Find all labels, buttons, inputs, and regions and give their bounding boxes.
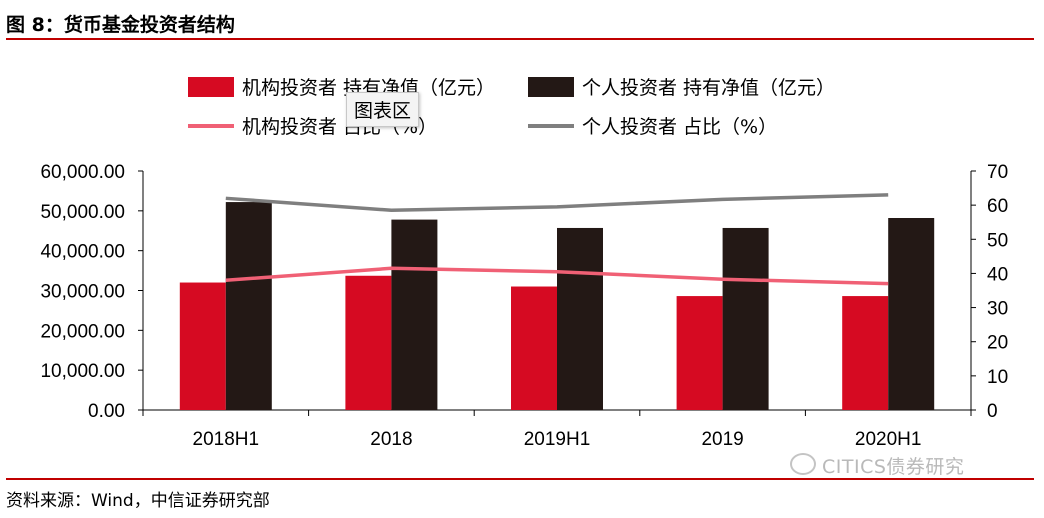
bar-institutional-value bbox=[511, 286, 557, 410]
left-axis-tick-label: 40,000.00 bbox=[40, 242, 125, 263]
bar-institutional-value bbox=[345, 275, 392, 410]
wechat-icon bbox=[790, 453, 816, 475]
bottom-divider bbox=[6, 478, 1034, 480]
left-axis-tick-label: 10,000.00 bbox=[40, 361, 125, 382]
top-divider bbox=[6, 38, 1034, 40]
legend-item-institutional-value: 机构投资者 持有净值（亿元） bbox=[188, 73, 495, 100]
source-note: 资料来源：Wind，中信证券研究部 bbox=[6, 491, 270, 511]
bar-individual-value bbox=[225, 202, 272, 410]
bar-institutional-value bbox=[676, 296, 723, 410]
legend-item-individual-share: 个人投资者 占比（%） bbox=[528, 112, 777, 139]
right-axis-tick-label: 10 bbox=[987, 367, 1008, 388]
legend-label-individual-value: 个人投资者 持有净值（亿元） bbox=[582, 77, 836, 99]
left-axis-tick-label: 30,000.00 bbox=[40, 282, 125, 303]
right-axis-tick-label: 50 bbox=[987, 230, 1008, 251]
legend-item-individual-value: 个人投资者 持有净值（亿元） bbox=[528, 73, 835, 100]
bar-institutional-value bbox=[179, 282, 226, 410]
legend-label-individual-share: 个人投资者 占比（%） bbox=[582, 116, 778, 138]
right-axis-tick-label: 70 bbox=[987, 162, 1008, 183]
right-axis-tick-label: 40 bbox=[987, 264, 1008, 285]
bar-individual-value bbox=[391, 219, 438, 410]
legend-swatch-institutional-value bbox=[188, 77, 234, 97]
left-axis-tick-label: 20,000.00 bbox=[40, 321, 125, 342]
x-axis-tick-label: 2018 bbox=[370, 429, 412, 450]
bar-individual-value bbox=[557, 227, 603, 410]
legend-swatch-institutional-share bbox=[188, 124, 234, 128]
line-institutional-share bbox=[225, 266, 889, 286]
legend-label-institutional-value: 机构投资者 持有净值（亿元） bbox=[242, 77, 496, 99]
legend-swatch-individual-share bbox=[528, 124, 574, 128]
watermark-label: CITICS债券研究 bbox=[822, 456, 965, 478]
right-axis-tick-label: 20 bbox=[987, 333, 1008, 354]
chart-area-tooltip: 图表区 bbox=[346, 92, 420, 127]
left-axis-tick-label: 0.00 bbox=[88, 401, 125, 422]
bar-institutional-value bbox=[842, 296, 889, 410]
left-axis-tick-label: 50,000.00 bbox=[40, 202, 125, 223]
x-axis-tick-label: 2018H1 bbox=[193, 429, 260, 450]
left-axis-tick-label: 60,000.00 bbox=[40, 162, 125, 183]
x-axis-tick-label: 2020H1 bbox=[855, 429, 922, 450]
line-individual-share bbox=[225, 193, 889, 213]
figure-title: 图 8：货币基金投资者结构 bbox=[6, 14, 235, 36]
watermark: CITICS债券研究 bbox=[790, 452, 964, 479]
right-axis-tick-label: 0 bbox=[987, 401, 998, 422]
x-axis-tick-label: 2019 bbox=[701, 429, 743, 450]
x-axis-tick-label: 2019H1 bbox=[524, 429, 591, 450]
legend-swatch-individual-value bbox=[528, 77, 574, 97]
right-axis-tick-label: 30 bbox=[987, 299, 1008, 320]
bar-individual-value bbox=[722, 227, 769, 410]
right-axis-tick-label: 60 bbox=[987, 196, 1008, 217]
bar-individual-value bbox=[888, 218, 935, 410]
